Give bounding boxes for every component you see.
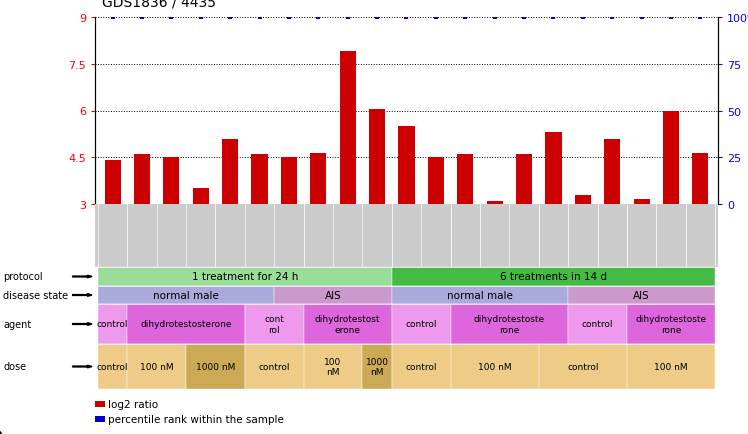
Text: 1000 nM: 1000 nM <box>196 362 235 371</box>
Bar <box>516 155 532 298</box>
Text: control: control <box>97 362 129 371</box>
Text: agent: agent <box>3 319 31 329</box>
Text: control: control <box>259 362 290 371</box>
Bar <box>457 155 473 298</box>
Point <box>342 14 354 21</box>
Point <box>694 14 706 21</box>
Text: control: control <box>582 320 613 329</box>
Text: control: control <box>405 320 437 329</box>
Text: 1 treatment for 24 h: 1 treatment for 24 h <box>191 272 298 282</box>
Point <box>518 14 530 21</box>
Point <box>107 14 119 21</box>
Point <box>665 14 677 21</box>
Point <box>636 14 648 21</box>
Bar <box>545 133 562 298</box>
Point <box>313 14 325 21</box>
Bar <box>487 201 503 298</box>
Text: 6 treatments in 14 d: 6 treatments in 14 d <box>500 272 607 282</box>
Bar <box>280 158 297 298</box>
Text: 100
nM: 100 nM <box>325 357 342 376</box>
Text: normal male: normal male <box>153 290 219 300</box>
Bar <box>163 158 180 298</box>
Bar <box>105 161 120 298</box>
Point <box>548 14 560 21</box>
Point <box>430 14 442 21</box>
Bar <box>251 155 268 298</box>
Bar <box>134 155 150 298</box>
Bar <box>193 189 209 298</box>
Bar <box>340 52 356 298</box>
Text: normal male: normal male <box>447 290 513 300</box>
Bar <box>634 200 650 298</box>
Point <box>488 14 500 21</box>
Bar <box>369 110 385 298</box>
Point <box>224 14 236 21</box>
Text: cont
rol: cont rol <box>264 315 284 334</box>
Text: control: control <box>567 362 598 371</box>
Bar <box>428 158 444 298</box>
Point <box>194 14 206 21</box>
Text: protocol: protocol <box>3 272 43 282</box>
Text: dihydrotestosterone: dihydrotestosterone <box>141 320 232 329</box>
Point <box>459 14 471 21</box>
Text: 100 nM: 100 nM <box>140 362 174 371</box>
Bar <box>604 139 620 298</box>
Bar <box>310 153 326 298</box>
Bar <box>222 139 239 298</box>
Bar <box>399 127 414 298</box>
Point <box>606 14 618 21</box>
Text: log2 ratio: log2 ratio <box>108 399 159 409</box>
Text: dihydrotestoste
rone: dihydrotestoste rone <box>635 315 707 334</box>
Text: dihydrotestost
erone: dihydrotestost erone <box>315 315 381 334</box>
Text: disease state: disease state <box>3 290 68 300</box>
Point <box>400 14 412 21</box>
Bar <box>663 111 679 298</box>
Point <box>371 14 383 21</box>
Bar <box>693 153 708 298</box>
Text: control: control <box>97 320 129 329</box>
Text: 1000
nM: 1000 nM <box>366 357 389 376</box>
Text: 100 nM: 100 nM <box>478 362 512 371</box>
Point <box>283 14 295 21</box>
Text: GDS1836 / 4435: GDS1836 / 4435 <box>102 0 216 10</box>
Text: AIS: AIS <box>634 290 650 300</box>
Point <box>577 14 589 21</box>
Point <box>165 14 177 21</box>
Point <box>254 14 266 21</box>
Bar <box>574 195 591 298</box>
Text: percentile rank within the sample: percentile rank within the sample <box>108 414 284 424</box>
Text: 100 nM: 100 nM <box>654 362 688 371</box>
Point <box>136 14 148 21</box>
Text: control: control <box>405 362 437 371</box>
Text: dihydrotestoste
rone: dihydrotestoste rone <box>473 315 545 334</box>
Text: dose: dose <box>3 362 26 372</box>
Text: AIS: AIS <box>325 290 341 300</box>
